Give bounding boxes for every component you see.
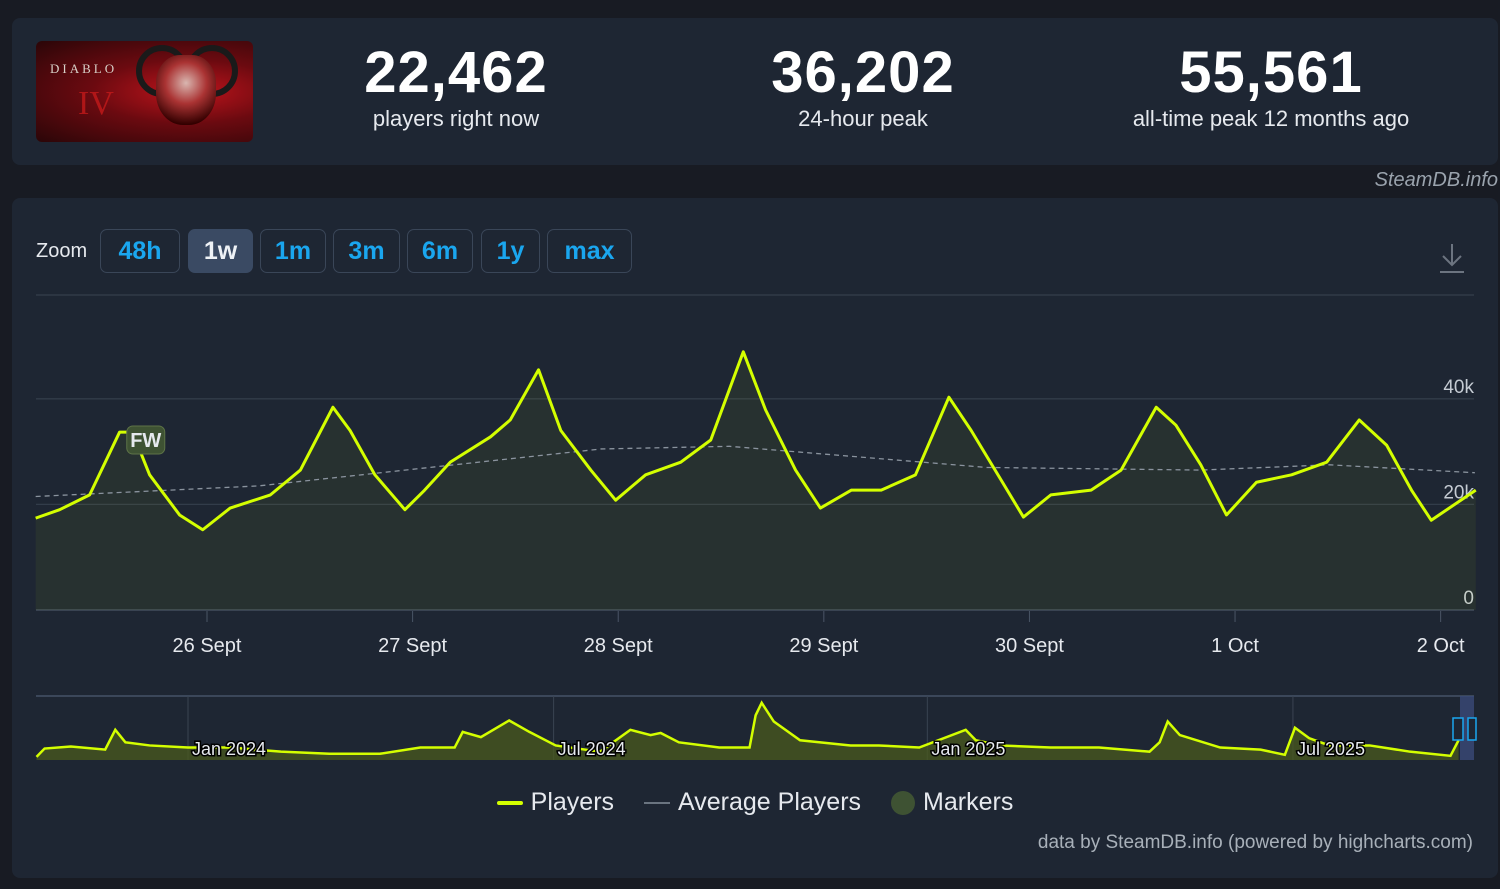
credit-text[interactable]: data by SteamDB.info (powered by highcha…	[1037, 832, 1473, 853]
stat-current: 22,462 players right now	[256, 40, 656, 132]
y-tick-label: 40k	[1443, 377, 1474, 398]
players-line[interactable]	[35, 350, 1477, 532]
x-tick-label: 26 Sept	[173, 635, 242, 657]
navigator-selection[interactable]	[1460, 696, 1474, 760]
navigator-label: Jul 2024	[558, 739, 626, 759]
legend-markers[interactable]: Markers	[891, 788, 1013, 817]
navigator-handle-right[interactable]	[1467, 717, 1477, 741]
x-tick-label: 30 Sept	[995, 635, 1064, 657]
navigator-handle-left[interactable]	[1452, 717, 1464, 741]
stat-label: all-time peak 12 months ago	[1132, 106, 1410, 131]
stat-value: 22,462	[364, 40, 548, 105]
legend-label: Markers	[923, 788, 1014, 816]
zoom-1m-button[interactable]: 1m	[260, 229, 326, 273]
zoom-label: Zoom	[36, 240, 88, 262]
x-tick-label: 2 Oct	[1417, 635, 1465, 657]
chart-panel	[12, 198, 1498, 878]
legend-label: Average Players	[678, 788, 862, 816]
navigator-label: Jan 2025	[931, 739, 1005, 759]
y-tick-label: 0	[1463, 588, 1474, 609]
stat-value: 55,561	[1179, 40, 1363, 105]
legend-label: Players	[530, 788, 615, 816]
y-tick-label: 20k	[1443, 482, 1474, 503]
legend-average-players[interactable]: Average Players	[644, 788, 861, 817]
zoom-3m-button[interactable]: 3m	[333, 229, 400, 273]
zoom-48h-button[interactable]: 48h	[100, 229, 180, 273]
marker-badge[interactable]	[126, 425, 166, 455]
stat-24h-peak: 36,202 24-hour peak	[663, 40, 1063, 132]
legend-players[interactable]: Players	[496, 788, 615, 817]
markers: FW	[126, 425, 166, 455]
zoom-max-button[interactable]: max	[547, 229, 632, 273]
navigator-label: Jul 2025	[1297, 739, 1365, 759]
legend: Players Average Players Markers	[0, 788, 1500, 817]
zoom-1y-button[interactable]: 1y	[481, 229, 540, 273]
players-area	[35, 351, 1476, 610]
navigator-line	[35, 700, 1460, 758]
x-tick-label: 27 Sept	[378, 635, 447, 657]
lilith-face	[156, 55, 216, 125]
marker-swatch-icon	[891, 790, 916, 815]
navigator-label: Jan 2024	[192, 739, 266, 759]
players-swatch-icon	[496, 800, 523, 805]
stat-all-time-peak: 55,561 all-time peak 12 months ago	[1071, 40, 1471, 132]
download-icon[interactable]	[1438, 242, 1466, 274]
brand-watermark: SteamDB.info	[1374, 169, 1498, 191]
x-tick-label: 29 Sept	[789, 635, 858, 657]
average-players-line	[35, 445, 1475, 498]
navigator[interactable]: Jan 2024 Jul 2024 Jan 2025 Jul 2025	[35, 695, 1477, 761]
stat-label: players right now	[372, 106, 540, 131]
stats-panel: DIABLO IV 22,462 players right now 36,20…	[12, 18, 1498, 165]
stat-value: 36,202	[771, 40, 955, 105]
average-swatch-icon	[644, 801, 671, 804]
marker-label: FW	[130, 430, 161, 452]
zoom-1w-button[interactable]: 1w	[188, 229, 253, 273]
stat-label: 24-hour peak	[798, 106, 928, 131]
x-tick-label: 28 Sept	[584, 635, 653, 657]
cover-logo: DIABLO	[50, 61, 118, 76]
game-cover-image[interactable]: DIABLO IV	[36, 41, 253, 142]
zoom-6m-button[interactable]: 6m	[407, 229, 473, 273]
cover-numeral: IV	[78, 85, 114, 122]
x-axis: 26 Sept 27 Sept 28 Sept 29 Sept 30 Sept 1 Oct…	[173, 611, 1465, 657]
x-tick-label: 1 Oct	[1211, 635, 1259, 657]
